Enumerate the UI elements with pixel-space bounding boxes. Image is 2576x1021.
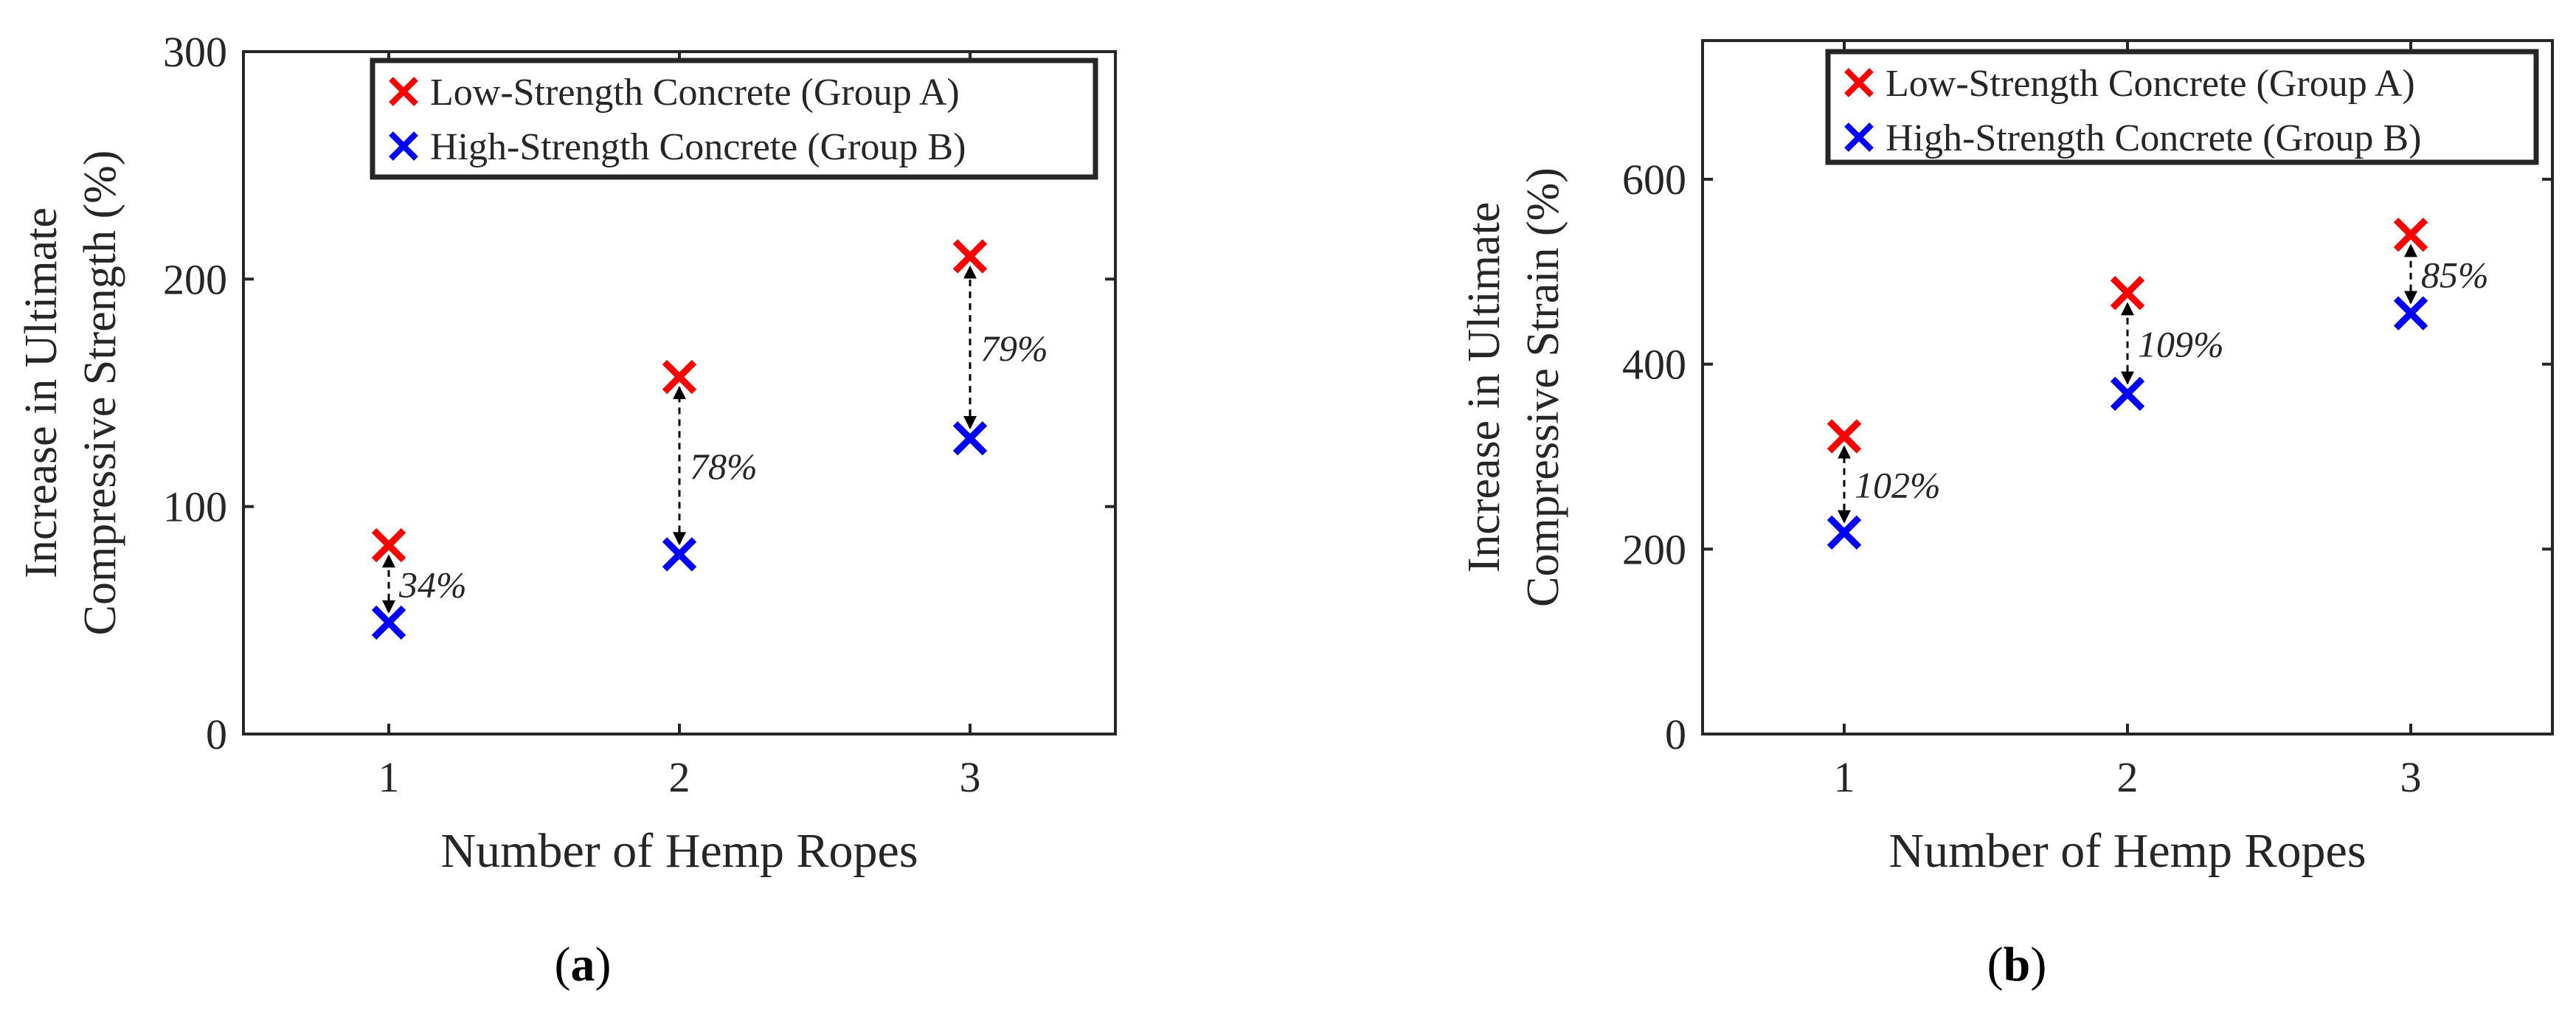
marker-stroke xyxy=(2393,296,2428,330)
legend-marker xyxy=(1844,122,1874,152)
marker-stroke xyxy=(2110,376,2145,411)
x-tick-label: 3 xyxy=(960,753,981,801)
difference-annotation: 109% xyxy=(2138,323,2224,364)
y-tick-label: 100 xyxy=(163,483,227,531)
marker-stroke xyxy=(371,605,406,640)
y-tick-label: 200 xyxy=(163,255,227,303)
x-axis-label: Number of Hemp Ropes xyxy=(1888,824,2366,878)
data-point-marker xyxy=(2393,296,2428,330)
caption-a-close: ) xyxy=(595,938,612,991)
data-point-marker xyxy=(371,527,406,563)
marker-stroke xyxy=(952,239,988,274)
y-axis-label: Increase in Ultimate xyxy=(1459,202,1509,573)
y-tick-label: 200 xyxy=(1622,525,1686,573)
difference-annotation: 85% xyxy=(2421,254,2489,295)
data-point-marker xyxy=(952,239,988,274)
x-tick-label: 2 xyxy=(669,753,690,801)
panel-a-caption: (a) xyxy=(472,937,693,993)
chart-panel-a: 0 100 200 300 1 2 3 Number of Hemp Ropes Increas… xyxy=(16,28,1117,993)
legend-marker xyxy=(389,77,418,106)
data-point-marker xyxy=(1827,515,1862,550)
x-tick-label: 3 xyxy=(2400,753,2422,801)
marker-stroke xyxy=(662,359,697,395)
y-tick-label: 0 xyxy=(1665,710,1686,758)
legend-entry-label: High-Strength Concrete (Group B) xyxy=(430,126,966,168)
marker-stroke xyxy=(1827,515,1862,550)
y-tick-label: 0 xyxy=(206,710,227,758)
difference-annotation: 79% xyxy=(980,328,1048,369)
series-group-b xyxy=(371,420,988,640)
y-axis-label: Increase in Ultimate xyxy=(16,207,66,578)
caption-b-letter: b xyxy=(2003,938,2031,991)
data-point-marker xyxy=(2110,376,2145,411)
caption-b-open: ( xyxy=(1987,938,2004,991)
difference-annotation: 78% xyxy=(690,446,758,487)
y-tick-label: 400 xyxy=(1622,341,1686,389)
legend-entry-label: Low-Strength Concrete (Group A) xyxy=(1886,63,2415,105)
data-point-marker xyxy=(2110,275,2145,311)
legend-box xyxy=(1825,49,2539,165)
data-point-marker xyxy=(662,537,697,572)
legend-marker xyxy=(389,131,418,161)
y-axis-label: Compressive Strength (%) xyxy=(75,150,125,636)
data-point-marker xyxy=(2393,218,2428,252)
caption-b-close: ) xyxy=(2030,938,2047,991)
marker-stroke xyxy=(952,420,988,456)
series-group-a xyxy=(1827,218,2428,454)
legend-marker xyxy=(1844,68,1874,97)
data-point-marker xyxy=(952,420,988,456)
y-tick-label: 300 xyxy=(163,28,227,76)
chart-a-svg: 0 100 200 300 1 2 3 Number of Hemp Ropes Increas… xyxy=(16,28,1117,878)
legend-entry-label: Low-Strength Concrete (Group A) xyxy=(430,72,960,114)
marker-stroke xyxy=(662,537,697,572)
series-group-b xyxy=(1827,296,2428,550)
caption-a-open: ( xyxy=(554,938,571,991)
difference-annotation: 102% xyxy=(1855,465,1941,506)
data-point-marker xyxy=(1827,419,1862,454)
marker-stroke xyxy=(1827,419,1862,454)
chart-panel-b: 0 200 400 600 1 2 3 Number of Hemp Ropes Increas… xyxy=(1288,0,2576,1021)
data-point-marker xyxy=(371,605,406,640)
marker-stroke xyxy=(2110,275,2145,311)
x-tick-label: 1 xyxy=(378,753,400,801)
x-tick-label: 2 xyxy=(2117,753,2139,801)
caption-a-letter: a xyxy=(570,938,595,991)
legend-box xyxy=(370,58,1098,180)
y-axis-label: Compressive Strain (%) xyxy=(1518,167,1568,607)
y-tick-label: 600 xyxy=(1622,156,1686,204)
legend-entry-label: High-Strength Concrete (Group B) xyxy=(1886,117,2421,159)
x-axis-label: Number of Hemp Ropes xyxy=(440,824,918,878)
data-point-marker xyxy=(662,359,697,395)
panel-b-caption: (b) xyxy=(1906,937,2127,993)
x-tick-label: 1 xyxy=(1834,753,1855,801)
marker-stroke xyxy=(371,527,406,563)
chart-b-svg: 0 200 400 600 1 2 3 Number of Hemp Ropes Increas… xyxy=(1459,39,2554,878)
difference-annotation: 34% xyxy=(398,564,467,606)
series-group-a xyxy=(371,239,988,563)
marker-stroke xyxy=(2393,218,2428,252)
